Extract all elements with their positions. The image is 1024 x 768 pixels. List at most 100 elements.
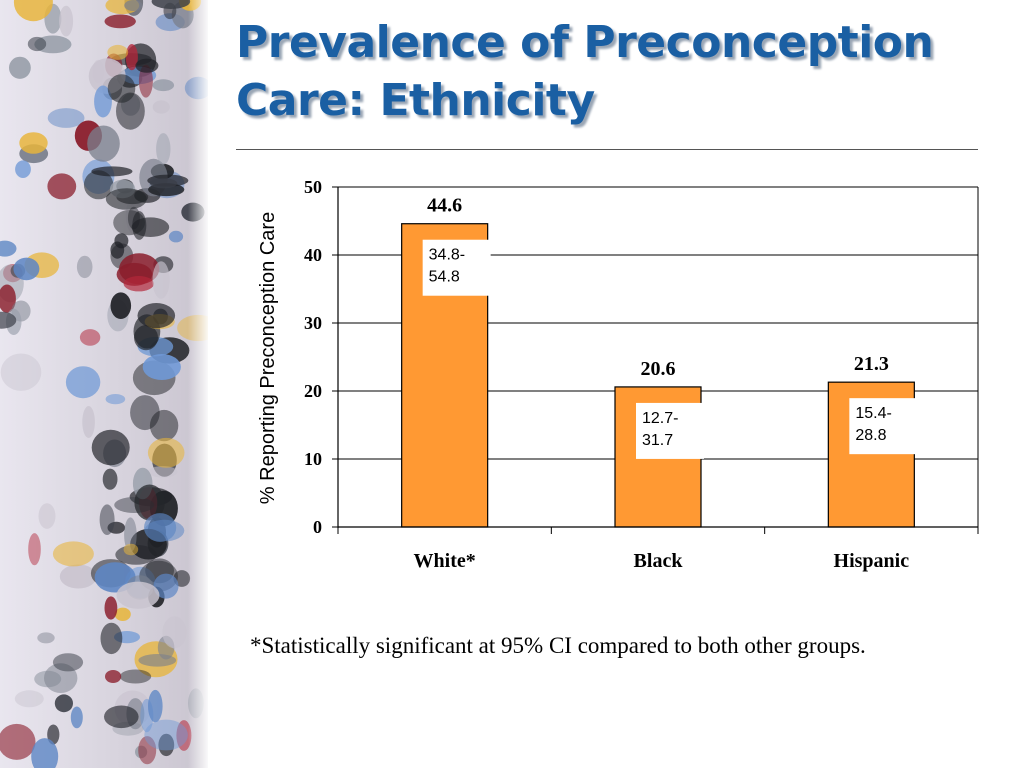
- mosaic-tile: [107, 44, 129, 60]
- mosaic-tile: [124, 0, 143, 11]
- mosaic-tile: [110, 292, 132, 320]
- y-tick-label: 20: [304, 381, 322, 401]
- mosaic-tile: [19, 132, 48, 154]
- mosaic-tile: [116, 581, 160, 609]
- mosaic-tile: [138, 736, 157, 765]
- mosaic-tile: [99, 504, 115, 535]
- decorative-glass-mosaic: [0, 0, 208, 768]
- mosaic-tile: [144, 513, 177, 542]
- mosaic-tile: [114, 233, 129, 249]
- mosaic-tile: [105, 394, 126, 405]
- mosaic-tile: [0, 353, 42, 391]
- mosaic-tile: [114, 607, 131, 621]
- mosaic-tile: [152, 261, 170, 299]
- y-tick-label: 40: [304, 245, 322, 265]
- mosaic-tile: [38, 503, 56, 529]
- mosaic-tile: [104, 596, 118, 620]
- mosaic-tile: [100, 622, 123, 655]
- ci-label-box: [849, 398, 918, 455]
- mosaic-tile: [104, 14, 136, 29]
- mosaic-tile: [15, 160, 31, 178]
- mosaic-tile: [0, 723, 36, 760]
- mosaic-tile: [13, 257, 40, 281]
- mosaic-tile: [31, 738, 59, 768]
- mosaic-tile: [134, 484, 165, 521]
- ci-label-box: [636, 402, 704, 459]
- mosaic-tile: [47, 173, 77, 200]
- mosaic-tile: [9, 56, 31, 79]
- mosaic-tile: [13, 0, 53, 22]
- y-tick-label: 30: [304, 313, 322, 333]
- ci-label-line: 28.8: [855, 427, 886, 444]
- mosaic-tile: [152, 79, 175, 92]
- mosaic-tile: [138, 654, 177, 667]
- ci-label-box: [422, 239, 491, 296]
- mosaic-tile: [0, 311, 17, 329]
- mosaic-tile: [147, 437, 185, 468]
- x-category-label: Black: [634, 550, 684, 572]
- mosaic-tile: [91, 429, 130, 466]
- mosaic-tile: [27, 36, 47, 52]
- mosaic-tile: [149, 178, 178, 189]
- mosaic-tile: [28, 533, 41, 566]
- footnote: *Statistically significant at 95% CI com…: [250, 633, 866, 658]
- data-label: 44.6: [427, 195, 462, 217]
- y-tick-label: 10: [304, 449, 322, 469]
- mosaic-tile: [52, 653, 84, 672]
- y-axis-label: % Reporting Preconception Care: [257, 212, 279, 504]
- mosaic-tile: [132, 211, 147, 240]
- mosaic-tile: [37, 632, 55, 644]
- axes: 0 10 20 30 40 50: [304, 177, 979, 537]
- x-category-label: White*: [414, 550, 476, 572]
- mosaic-tile: [0, 240, 17, 257]
- mosaic-tile: [138, 64, 153, 98]
- mosaic-tile: [137, 303, 176, 329]
- mosaic-tile: [82, 406, 95, 438]
- mosaic-tile: [0, 284, 16, 313]
- y-tick-label: 50: [304, 177, 322, 197]
- mosaic-tile: [59, 5, 74, 37]
- mosaic-tile: [94, 85, 112, 118]
- mosaic-tile: [54, 694, 73, 713]
- ci-label-line: 12.7-: [642, 410, 678, 427]
- mosaic-tile: [119, 253, 160, 285]
- ci-label-line: 54.8: [429, 269, 460, 286]
- mosaic-tile: [130, 395, 160, 431]
- ci-label-line: 15.4-: [855, 405, 891, 422]
- mosaic-tile: [47, 724, 60, 745]
- mosaic-tile: [105, 188, 147, 210]
- mosaic-tile: [119, 669, 152, 684]
- data-label: 21.3: [854, 353, 889, 375]
- mosaic-tile: [91, 166, 133, 177]
- mosaic-tile: [176, 720, 192, 751]
- y-tick-label: 0: [313, 517, 322, 537]
- mosaic-tile: [87, 125, 120, 162]
- mosaic-tile: [76, 255, 93, 279]
- page-title: Prevalence of Preconception Care: Ethnic…: [236, 17, 934, 126]
- labels: 44.6 34.8- 54.8 White* 20.6 12.7- 31.7 Black 21.…: [414, 195, 918, 572]
- mosaic-tile: [105, 670, 122, 683]
- mosaic-tile: [162, 616, 187, 649]
- mosaic-tile: [104, 705, 139, 729]
- mosaic-tile: [151, 0, 191, 9]
- mosaic-tile: [83, 170, 114, 200]
- mosaic-tile: [149, 409, 179, 442]
- x-category-label: Hispanic: [834, 550, 910, 572]
- mosaic-tile: [65, 366, 101, 399]
- mosaic-tile: [125, 44, 138, 71]
- mosaic-tile: [148, 689, 163, 723]
- mosaic-tile: [70, 706, 83, 729]
- mosaic-tile: [123, 276, 154, 292]
- mosaic-tile: [124, 517, 137, 553]
- ci-label-line: 34.8-: [429, 247, 465, 264]
- mosaic-tile: [152, 100, 170, 114]
- mosaic-tile: [123, 543, 139, 556]
- title-divider: [236, 149, 978, 150]
- mosaic-tile: [107, 74, 136, 103]
- mosaic-tile: [148, 466, 178, 478]
- ci-label-line: 31.7: [642, 432, 673, 449]
- mosaic-tile: [158, 733, 175, 757]
- mosaic-tile: [59, 564, 97, 589]
- mosaic-tile: [52, 541, 94, 567]
